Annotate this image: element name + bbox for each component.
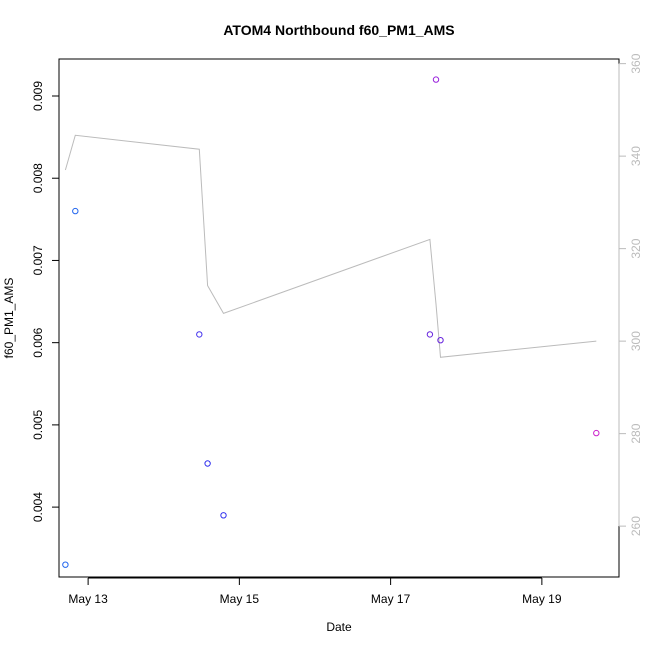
y-left-tick-label: 0.007: [31, 245, 45, 275]
y-left-tick-label: 0.009: [31, 81, 45, 111]
y-right-tick-label: 260: [629, 516, 643, 536]
y-right-tick-label: 340: [629, 146, 643, 166]
x-tick-label: May 13: [68, 592, 108, 606]
data-point: [204, 460, 211, 467]
x-tick-label: May 19: [522, 592, 562, 606]
y-right-tick-label: 280: [629, 423, 643, 443]
data-point: [437, 337, 444, 344]
data-points-layer: [62, 76, 600, 568]
x-tick-label: May 17: [371, 592, 411, 606]
y-left-tick-label: 0.008: [31, 163, 45, 193]
x-tick-label: May 15: [220, 592, 260, 606]
chart-title: ATOM4 Northbound f60_PM1_AMS: [223, 22, 454, 38]
y-left-tick-label: 0.006: [31, 327, 45, 357]
y-axis-left: 0.004 0.005 0.006 0.007 0.008 0.009: [31, 81, 60, 522]
x-axis-label: Date: [326, 620, 352, 634]
y-axis-label: f60_PM1_AMS: [2, 278, 16, 359]
right-axis-series-layer: [64, 134, 597, 358]
plot-frame: [58, 58, 620, 578]
y-right-tick-label: 360: [629, 53, 643, 73]
data-point: [220, 512, 227, 519]
y-left-tick-label: 0.004: [31, 492, 45, 522]
data-point: [593, 429, 600, 437]
data-point: [426, 331, 434, 338]
data-point: [196, 331, 203, 338]
y-right-tick-label: 300: [629, 331, 643, 351]
x-axis: May 13 May 15 May 17 May 19: [68, 577, 562, 606]
series-line: [64, 134, 597, 358]
y-axis-right: 260 280 300 320 340 360: [618, 53, 643, 536]
y-left-tick-label: 0.005: [31, 410, 45, 440]
y-right-tick-label: 320: [629, 238, 643, 258]
data-point: [62, 561, 69, 568]
data-point: [72, 207, 79, 215]
data-point: [432, 76, 440, 83]
